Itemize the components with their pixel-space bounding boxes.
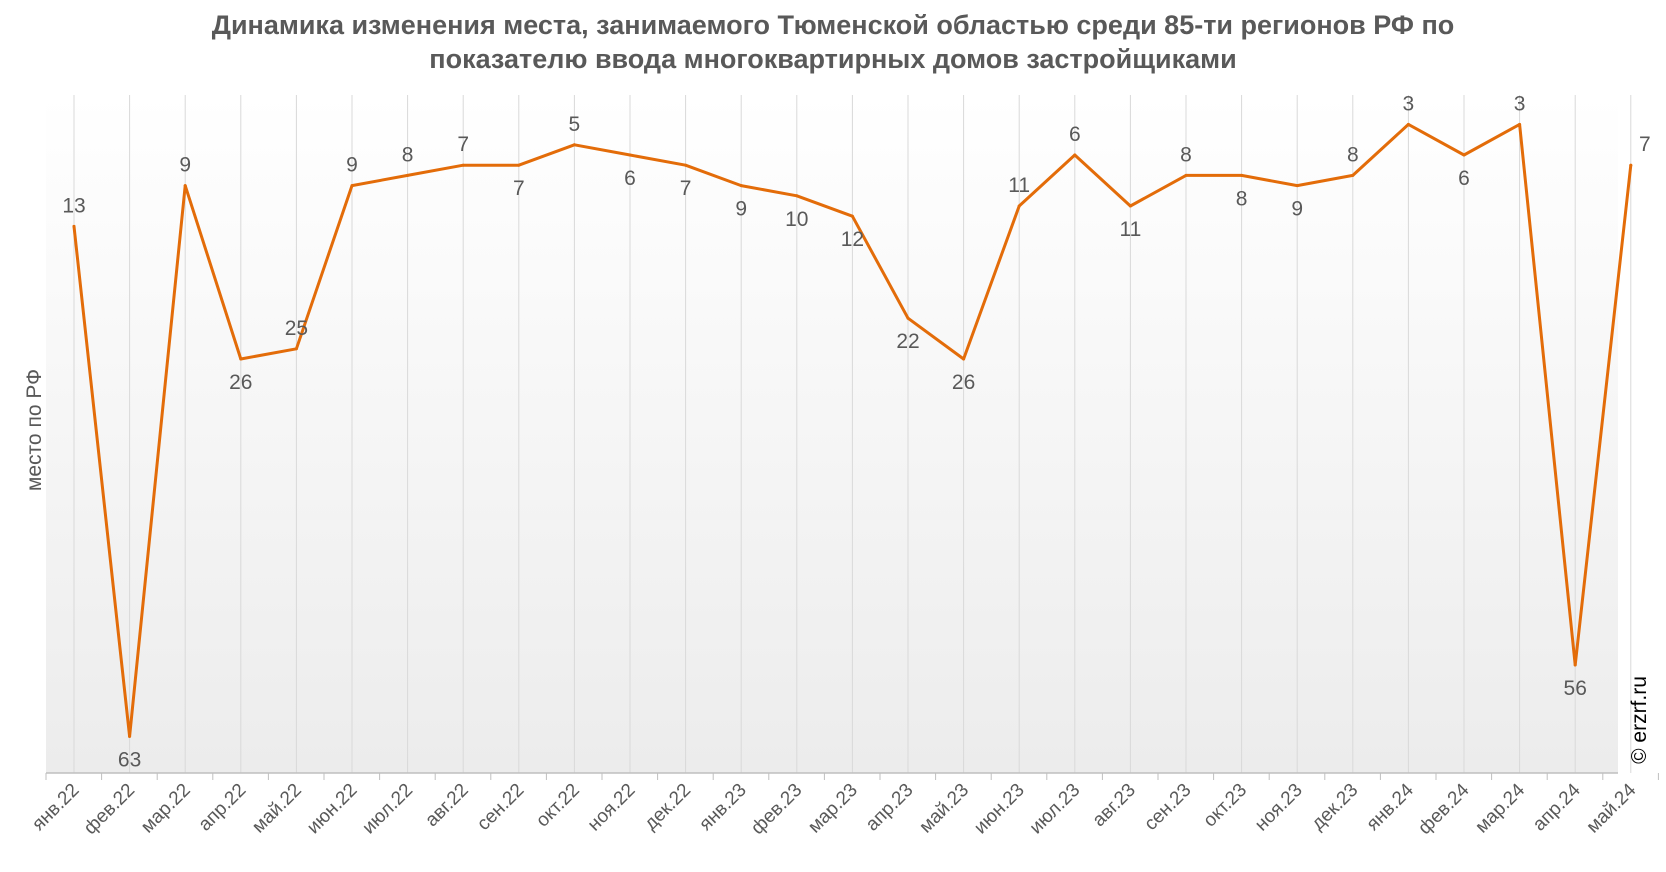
data-point xyxy=(1295,184,1299,188)
data-point xyxy=(850,214,854,218)
plot-area xyxy=(46,95,1618,773)
data-point xyxy=(1462,153,1466,157)
data-label: 6 xyxy=(624,167,636,190)
x-tick-label: май.23 xyxy=(915,780,973,838)
x-tick-label: мар.24 xyxy=(1471,779,1529,837)
x-tick-label: июл.23 xyxy=(1026,780,1085,839)
data-point xyxy=(1351,173,1355,177)
data-label: 7 xyxy=(457,133,469,156)
data-point xyxy=(72,224,76,228)
data-label: 9 xyxy=(1291,198,1303,221)
data-point xyxy=(572,143,576,147)
x-tick-label: окт.23 xyxy=(1199,780,1251,832)
data-label: 26 xyxy=(229,371,252,394)
x-tick-label: ноя.23 xyxy=(1251,780,1307,836)
data-point xyxy=(906,316,910,320)
data-point xyxy=(962,357,966,361)
x-tick-label: фев.24 xyxy=(1414,779,1473,838)
data-point xyxy=(350,184,354,188)
data-point xyxy=(795,194,799,198)
x-tick-label: апр.24 xyxy=(1529,779,1585,835)
data-label: 8 xyxy=(1347,143,1359,166)
data-label: 11 xyxy=(1119,218,1141,241)
x-tick-label: дек.22 xyxy=(640,780,695,835)
chart-title-line-2: показателю ввода многоквартирных домов з… xyxy=(429,44,1237,74)
data-point xyxy=(684,163,688,167)
y-axis-label: место по РФ xyxy=(23,368,46,492)
x-tick-label: мар.22 xyxy=(137,780,195,838)
data-point xyxy=(517,163,521,167)
data-label: 7 xyxy=(513,177,525,200)
data-label: 8 xyxy=(1180,143,1192,166)
data-label: 6 xyxy=(1069,123,1081,146)
data-label: 11 xyxy=(1008,174,1030,197)
data-label: 22 xyxy=(896,330,919,353)
data-point xyxy=(294,347,298,351)
data-point xyxy=(1184,173,1188,177)
x-tick-label: ноя.22 xyxy=(584,780,640,836)
data-label: 12 xyxy=(841,228,864,251)
x-tick-label: авг.22 xyxy=(421,780,472,831)
data-label: 8 xyxy=(402,143,414,166)
data-label: 6 xyxy=(1458,167,1470,190)
grid-lines xyxy=(73,95,1632,773)
data-label: 3 xyxy=(1514,92,1526,115)
x-tick-label: сен.22 xyxy=(473,780,528,835)
data-point xyxy=(183,184,187,188)
x-tick-label: фев.23 xyxy=(747,780,806,839)
data-point xyxy=(1629,163,1633,167)
x-tick-label: апр.22 xyxy=(195,780,251,836)
data-point xyxy=(406,173,410,177)
x-tick-label: янв.22 xyxy=(28,780,83,835)
data-label: 9 xyxy=(346,154,358,177)
data-point xyxy=(1406,122,1410,126)
x-tick-label: янв.24 xyxy=(1363,779,1419,835)
x-tick-label: сен.23 xyxy=(1140,780,1195,835)
x-tick-label: май.24 xyxy=(1583,779,1641,837)
data-point xyxy=(1573,663,1577,667)
x-axis xyxy=(45,772,1659,780)
x-tick-label: июн.22 xyxy=(303,780,362,839)
data-label: 63 xyxy=(118,748,141,771)
data-point xyxy=(1017,204,1021,208)
x-tick-label: фев.22 xyxy=(80,780,139,839)
data-point xyxy=(1128,204,1132,208)
data-label: 9 xyxy=(735,198,747,221)
data-label: 7 xyxy=(680,177,692,200)
x-tick-label: май.22 xyxy=(248,780,306,838)
x-tick-label: окт.22 xyxy=(532,780,584,832)
data-label: 13 xyxy=(62,194,85,217)
x-tick-label: авг.23 xyxy=(1089,780,1140,831)
data-label: 10 xyxy=(785,208,808,231)
x-tick-label: дек.23 xyxy=(1308,780,1363,835)
watermark: © erzrf.ru xyxy=(1628,676,1651,764)
data-label: 25 xyxy=(285,317,308,340)
data-point xyxy=(739,184,743,188)
data-point xyxy=(1073,153,1077,157)
x-tick-label: янв.23 xyxy=(695,780,750,835)
data-label: 5 xyxy=(569,113,581,136)
chart-title-line-1: Динамика изменения места, занимаемого Тю… xyxy=(211,10,1455,40)
data-point xyxy=(1240,173,1244,177)
data-point xyxy=(239,357,243,361)
x-tick-label: апр.23 xyxy=(862,780,918,836)
data-label: 8 xyxy=(1236,187,1248,210)
data-label: 9 xyxy=(179,154,191,177)
data-label: 56 xyxy=(1564,677,1587,700)
data-label: 26 xyxy=(952,371,975,394)
data-point xyxy=(628,153,632,157)
data-point xyxy=(461,163,465,167)
chart-title: Динамика изменения места, занимаемого Тю… xyxy=(0,8,1666,76)
series-layer xyxy=(72,122,1633,738)
x-tick-label: июл.22 xyxy=(358,780,417,839)
x-tick-label: июн.23 xyxy=(970,780,1029,839)
data-label: 7 xyxy=(1639,133,1651,156)
data-point xyxy=(1518,122,1522,126)
data-label: 3 xyxy=(1403,92,1415,115)
x-tick-label: мар.23 xyxy=(804,780,862,838)
data-point xyxy=(128,734,132,738)
